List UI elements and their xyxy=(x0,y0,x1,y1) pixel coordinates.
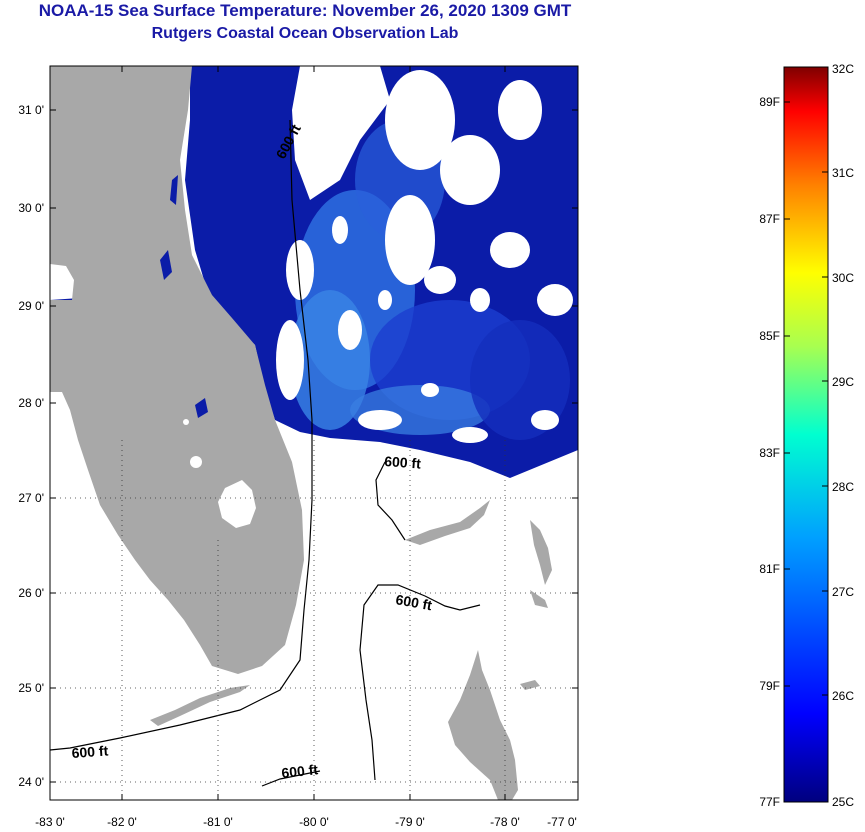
bathymetry-contours xyxy=(50,119,481,787)
lon-label: -82 0' xyxy=(107,815,137,829)
contour-label: 600 ft xyxy=(384,453,422,472)
colorbar-celsius-labels: 32C 31C 30C 29C 28C 27C 26C 25C xyxy=(832,62,854,809)
lon-label: -83 0' xyxy=(35,815,65,829)
map-panel xyxy=(50,66,578,800)
lon-label: -81 0' xyxy=(203,815,233,829)
celsius-label: 27C xyxy=(832,585,854,599)
longitude-labels: -83 0' -82 0' -81 0' -80 0' -79 0' -78 0… xyxy=(35,815,577,829)
contour-labels: 600 ft 600 ft 600 ft 600 ft 600 ft xyxy=(71,121,434,781)
latitude-labels: 31 0' 30 0' 29 0' 28 0' 27 0' 26 0' 25 0… xyxy=(18,103,44,789)
fahrenheit-label: 87F xyxy=(759,212,780,226)
lat-label: 26 0' xyxy=(18,586,44,600)
celsius-label: 26C xyxy=(832,689,854,703)
lon-label: -78 0' xyxy=(490,815,520,829)
contour-label: 600 ft xyxy=(281,761,319,781)
temperature-colorbar: 32C 31C 30C 29C 28C 27C 26C 25C 89F 87F … xyxy=(759,62,854,809)
inland-water-sst xyxy=(160,175,208,418)
lon-label: -80 0' xyxy=(299,815,329,829)
lat-label: 28 0' xyxy=(18,396,44,410)
celsius-label: 29C xyxy=(832,375,854,389)
celsius-label: 28C xyxy=(832,480,854,494)
contour-label: 600 ft xyxy=(71,742,109,761)
celsius-label: 25C xyxy=(832,795,854,809)
lon-label: -77 0' xyxy=(547,815,577,829)
fahrenheit-label: 77F xyxy=(759,795,780,809)
colorbar-gradient xyxy=(783,66,829,803)
colorbar-ticks xyxy=(784,101,828,696)
map-subtitle: Rutgers Coastal Ocean Observation Lab xyxy=(151,25,459,42)
contour-label: 600 ft xyxy=(394,591,433,613)
colorbar-fahrenheit-labels: 89F 87F 85F 83F 81F 79F 77F xyxy=(759,95,780,809)
fahrenheit-label: 79F xyxy=(759,679,780,693)
lat-label: 27 0' xyxy=(18,491,44,505)
lat-label: 30 0' xyxy=(18,201,44,215)
cloud-cover xyxy=(276,66,573,443)
celsius-label: 32C xyxy=(832,62,854,76)
lat-label: 29 0' xyxy=(18,299,44,313)
lat-label: 31 0' xyxy=(18,103,44,117)
celsius-label: 30C xyxy=(832,271,854,285)
inland-lakes xyxy=(183,419,256,528)
fahrenheit-label: 85F xyxy=(759,329,780,343)
tick-marks xyxy=(50,66,578,800)
lat-label: 24 0' xyxy=(18,775,44,789)
map-title: NOAA-15 Sea Surface Temperature: Novembe… xyxy=(38,1,572,20)
graticule-lines xyxy=(50,440,578,800)
lon-label: -79 0' xyxy=(395,815,425,829)
fahrenheit-label: 81F xyxy=(759,562,780,576)
celsius-label: 31C xyxy=(832,166,854,180)
fahrenheit-label: 83F xyxy=(759,446,780,460)
fahrenheit-label: 89F xyxy=(759,95,780,109)
lat-label: 25 0' xyxy=(18,681,44,695)
